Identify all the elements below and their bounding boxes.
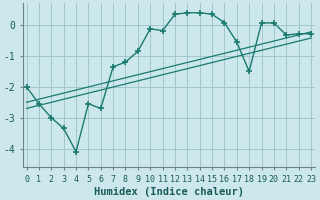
X-axis label: Humidex (Indice chaleur): Humidex (Indice chaleur) xyxy=(94,186,244,197)
